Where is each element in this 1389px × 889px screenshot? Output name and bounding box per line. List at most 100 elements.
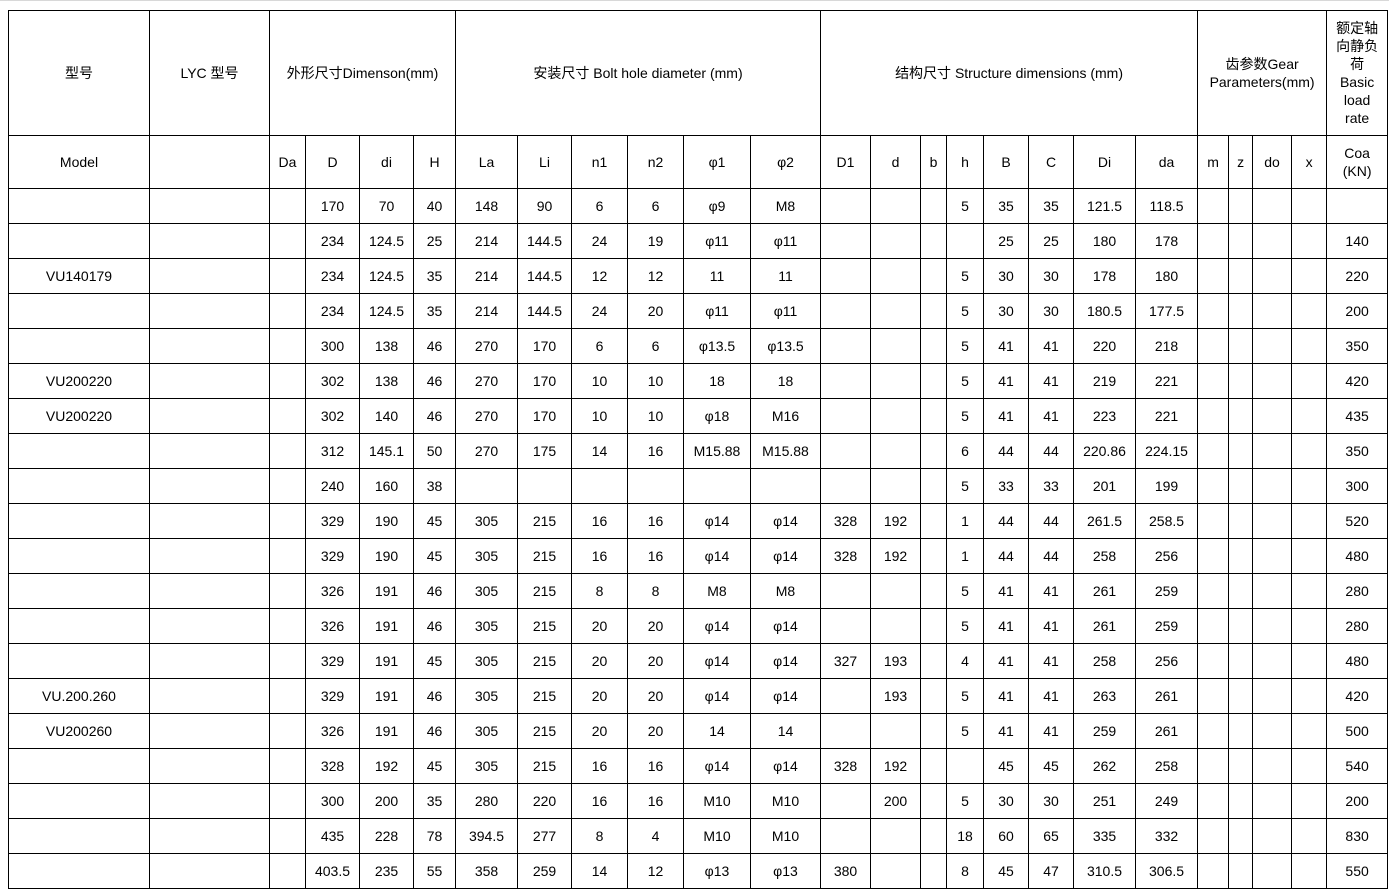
table-cell: 312 (305, 433, 360, 469)
table-row: 329 191 45 305 215 20 20 φ14 φ14 327 193 4 41 41 258 25… (8, 643, 1389, 679)
table-cell: 280 (1326, 573, 1389, 609)
table-cell (1252, 643, 1293, 679)
table-row: 326 191 46 305 215 8 8 M8 M8 5 41 41 261 259 280 (8, 573, 1389, 609)
table-cell: 830 (1326, 818, 1389, 854)
table-cell (920, 433, 947, 469)
table-cell (149, 363, 270, 399)
table-cell: M15.88 (750, 433, 821, 469)
table-cell: 41 (1028, 363, 1074, 399)
table-cell: 65 (1028, 818, 1074, 854)
table-cell (1228, 713, 1254, 749)
table-cell: 144.5 (517, 223, 572, 259)
table-cell: 200 (1326, 293, 1389, 329)
table-cell: φ11 (683, 293, 751, 329)
table-cell: 30 (1028, 293, 1074, 329)
table-cell (920, 363, 947, 399)
table-cell: 41 (983, 643, 1029, 679)
table-cell (920, 503, 947, 539)
table-cell: 178 (1134, 223, 1199, 259)
table-cell: 215 (517, 503, 572, 539)
table-cell: 35 (413, 293, 456, 329)
table-row: 300 200 35 280 220 16 16 M10 M10 200 5 30 30 251 249 20… (8, 783, 1389, 819)
table-cell (870, 573, 921, 609)
table-cell: 214 (455, 258, 518, 294)
header-model-cn: 型号 (8, 10, 150, 136)
table-cell (870, 818, 921, 854)
table-cell: 261 (1134, 678, 1199, 714)
table-cell: 25 (1028, 223, 1074, 259)
table-cell: 10 (571, 363, 628, 399)
table-cell: 191 (359, 643, 414, 679)
table-cell: φ14 (683, 503, 751, 539)
table-cell: 16 (627, 783, 684, 819)
table-cell (920, 643, 947, 679)
table-cell (920, 713, 947, 749)
table-cell (269, 818, 306, 854)
column-header: D1 (820, 135, 871, 189)
table-cell (1291, 783, 1328, 819)
column-header: C (1028, 135, 1074, 189)
column-header: b (920, 135, 947, 189)
table-cell: 20 (627, 293, 684, 329)
table-cell (1291, 818, 1328, 854)
table-cell (1291, 258, 1328, 294)
table-cell (8, 433, 150, 469)
table-cell (870, 853, 921, 889)
table-cell: 41 (983, 608, 1029, 644)
table-cell (149, 678, 270, 714)
table-cell: 263 (1073, 678, 1136, 714)
table-cell (1228, 328, 1254, 364)
group-header-row: 型号 LYC 型号 外形尺寸Dimenson(mm) 安装尺寸 Bolt hol… (8, 10, 1389, 136)
table-cell: 47 (1028, 853, 1074, 889)
table-cell: M15.88 (683, 433, 751, 469)
table-cell: 350 (1326, 328, 1389, 364)
table-cell: 177.5 (1134, 293, 1199, 329)
table-cell (870, 328, 921, 364)
table-cell: 18 (750, 363, 821, 399)
table-row: 234 124.5 25 214 144.5 24 19 φ11 φ11 25 25 180 178 14… (8, 223, 1389, 259)
table-cell: 256 (1134, 643, 1199, 679)
table-cell: φ14 (683, 643, 751, 679)
table-cell: 10 (627, 363, 684, 399)
table-cell: 259 (1134, 573, 1199, 609)
table-cell: 200 (870, 783, 921, 819)
table-cell (8, 328, 150, 364)
table-cell (8, 223, 150, 259)
table-cell (269, 678, 306, 714)
table-cell: 25 (983, 223, 1029, 259)
table-cell: 5 (946, 398, 984, 434)
column-header: φ2 (750, 135, 821, 189)
table-cell (920, 468, 947, 504)
table-cell: φ14 (750, 538, 821, 574)
table-cell (269, 328, 306, 364)
table-cell: 41 (1028, 398, 1074, 434)
table-cell: 140 (359, 398, 414, 434)
table-cell (149, 783, 270, 819)
table-cell: 25 (413, 223, 456, 259)
table-cell: 46 (413, 713, 456, 749)
table-cell: 46 (413, 398, 456, 434)
table-cell: 224.15 (1134, 433, 1199, 469)
table-cell (1252, 188, 1293, 224)
table-cell (269, 433, 306, 469)
bearing-spec-table: 型号 LYC 型号 外形尺寸Dimenson(mm) 安装尺寸 Bolt hol… (8, 10, 1389, 889)
column-header: H (413, 135, 456, 189)
table-cell: 270 (455, 363, 518, 399)
table-cell (1228, 643, 1254, 679)
table-cell: φ11 (683, 223, 751, 259)
table-cell (1252, 748, 1293, 784)
table-cell: 220 (1073, 328, 1136, 364)
table-cell: 170 (517, 398, 572, 434)
table-cell: 11 (683, 258, 751, 294)
table-cell (517, 468, 572, 504)
table-cell: 20 (627, 678, 684, 714)
table-cell: 8 (627, 573, 684, 609)
table-cell: 305 (455, 538, 518, 574)
table-cell (820, 293, 871, 329)
table-cell (1197, 538, 1230, 574)
table-cell (627, 468, 684, 504)
table-cell: 124.5 (359, 223, 414, 259)
table-cell: 8 (571, 818, 628, 854)
table-cell (1252, 538, 1293, 574)
table-cell (1252, 293, 1293, 329)
